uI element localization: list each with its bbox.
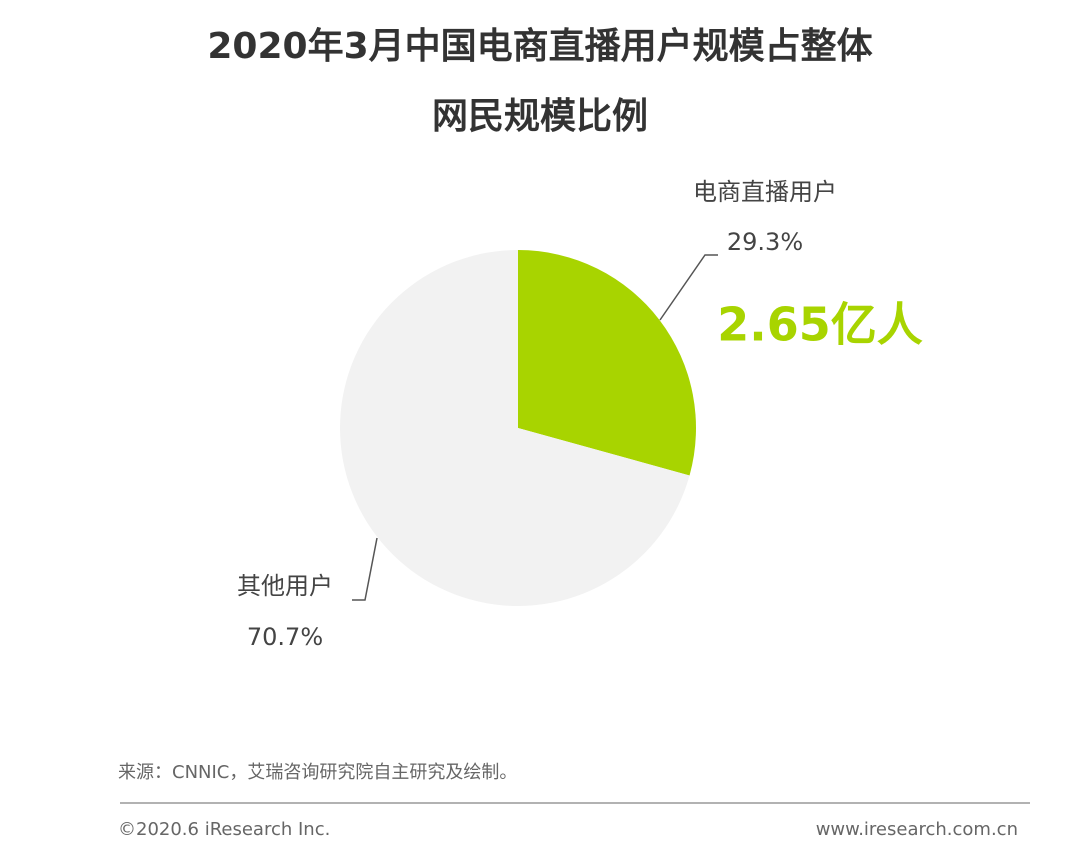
- slice-label: 电商直播用户: [693, 178, 837, 206]
- leader-line: [352, 537, 378, 601]
- pie: [339, 250, 696, 606]
- annotation: 2.65亿人: [717, 298, 923, 352]
- copyright: ©2020.6 iResearch Inc.: [118, 819, 330, 840]
- source: 来源：CNNIC，艾瑞咨询研究院自主研究及绘制。: [118, 762, 517, 783]
- leader-line: [659, 254, 718, 321]
- chart-title: 网民规模比例: [432, 96, 648, 137]
- chart-title: 2020年3月中国电商直播用户规模占整体: [207, 26, 872, 67]
- slice-label: 其他用户: [237, 572, 333, 600]
- website: www.iresearch.com.cn: [816, 819, 1018, 840]
- value-label: 29.3%: [727, 228, 803, 256]
- pie-slice: [339, 250, 690, 606]
- value-label: 70.7%: [247, 623, 323, 651]
- pie-slice: [518, 250, 696, 476]
